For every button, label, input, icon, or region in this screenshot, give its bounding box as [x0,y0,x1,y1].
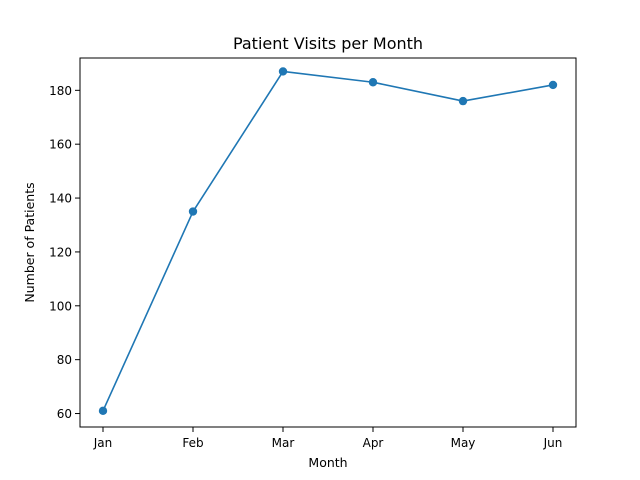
y-tick-label: 60 [57,407,72,421]
series-line [102,70,554,412]
plot-frame [79,57,577,428]
data-point [278,67,288,76]
x-axis: Jan Feb Mar Apr May Jun [93,427,563,450]
y-tick-label: 140 [49,192,72,206]
series-layer [98,67,558,416]
x-tick-label: Apr [363,436,384,450]
data-point [98,406,108,416]
x-axis-label: Month [308,455,347,470]
x-tick-label: Feb [182,436,203,450]
data-point [188,207,198,216]
y-tick-label: 160 [49,138,72,152]
x-tick-label: Jun [543,436,563,450]
y-tick-label: 180 [49,84,72,98]
x-tick-label: Mar [272,436,295,450]
x-tick-label: Jan [93,436,113,450]
y-tick-label: 100 [49,299,72,313]
data-point [368,78,378,87]
y-axis-label: Number of Patients [22,182,37,302]
data-point [458,96,468,106]
y-tick-label: 120 [49,245,72,259]
x-tick-label: May [451,436,476,450]
y-tick-label: 80 [57,353,72,367]
chart-title: Patient Visits per Month [233,34,423,53]
y-axis: 60 80 100 120 140 160 180 [49,84,80,421]
plot-area: 60 80 100 120 140 160 180 Jan Feb Mar Apr May Jun [49,57,577,450]
data-point [548,80,558,90]
